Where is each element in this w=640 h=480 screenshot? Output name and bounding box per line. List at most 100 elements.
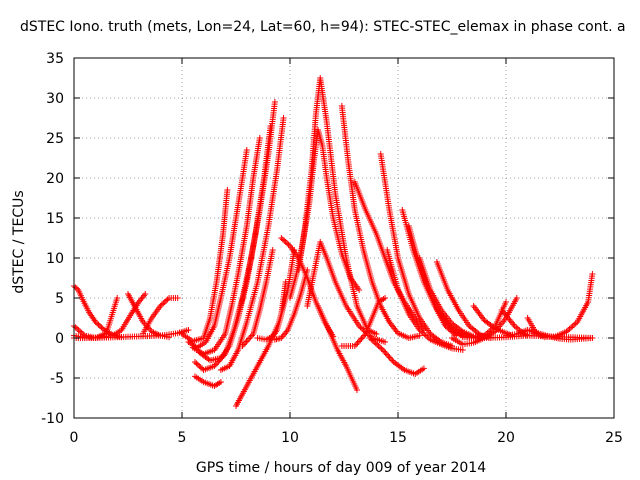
data-point [589, 271, 596, 277]
y-tick-label: 5 [55, 291, 64, 307]
data-point [160, 300, 167, 307]
data-point [281, 237, 288, 244]
series-5 [140, 295, 181, 337]
series-23 [315, 303, 360, 393]
data-point [386, 354, 393, 361]
series-15 [239, 247, 276, 349]
series-6 [71, 327, 192, 341]
series-39 [503, 327, 596, 343]
data-point [271, 99, 278, 105]
data-point [282, 279, 289, 285]
data-point [372, 340, 379, 347]
grid-lines [74, 58, 614, 418]
series-25 [351, 179, 427, 333]
series-13 [217, 115, 287, 373]
y-tick-label: 25 [46, 131, 64, 147]
data-point [157, 303, 164, 309]
data-point [513, 295, 520, 301]
data-point [378, 345, 385, 352]
data-point [356, 323, 363, 329]
data-point [418, 328, 425, 335]
data-point [78, 329, 85, 336]
data-point [74, 325, 81, 332]
data-point [285, 241, 292, 248]
y-tick-label: 20 [46, 171, 64, 187]
data-point [197, 364, 204, 371]
x-tick-label: 10 [281, 430, 299, 446]
data-point [244, 337, 251, 343]
data-point [72, 284, 79, 291]
data-point [284, 240, 291, 247]
data-point [379, 347, 386, 353]
data-point [374, 341, 381, 348]
data-point [371, 339, 378, 345]
y-tick-label: 15 [46, 211, 64, 227]
data-point [366, 335, 373, 341]
data-point [95, 321, 102, 328]
data-point [368, 336, 375, 343]
data-point [243, 147, 250, 153]
data-point [566, 325, 573, 332]
series-26 [377, 151, 455, 349]
axis-ticks: 0 5 10 15 20 25 -10 -5 0 5 10 15 20 25 30 35 [41, 51, 623, 446]
y-tick-label: 30 [46, 91, 64, 107]
x-tick-label: 0 [70, 430, 79, 446]
data-point [243, 338, 250, 345]
data-point [358, 335, 365, 342]
data-point [357, 324, 364, 331]
data-point [416, 332, 423, 339]
data-point [355, 338, 362, 345]
data-point [503, 299, 509, 305]
series-7 [179, 187, 231, 345]
y-tick-label: -10 [41, 411, 64, 427]
data-point [246, 335, 253, 342]
series-20 [295, 75, 380, 337]
data-point [280, 115, 287, 121]
y-axis-label: dSTEC / TECUs [11, 190, 27, 293]
data-point [571, 321, 578, 328]
y-tick-label: 10 [46, 251, 64, 267]
data-point [199, 365, 206, 372]
series-9 [189, 135, 263, 357]
chart-title: dSTEC Iono. truth (mets, Lon=24, Lat=60,… [20, 19, 626, 35]
data-point [382, 350, 389, 356]
data-point [247, 334, 254, 340]
data-point [185, 327, 192, 333]
data-point [354, 340, 361, 346]
plot-frame [73, 57, 615, 419]
series-8 [185, 147, 250, 351]
data-point [387, 356, 394, 362]
y-tick-label: -5 [50, 371, 64, 387]
data-point [158, 301, 165, 308]
data-point [73, 285, 80, 292]
data-point [75, 327, 82, 334]
data-point [382, 339, 389, 345]
data-point [269, 247, 276, 253]
data-point [382, 295, 389, 301]
data-point [353, 341, 360, 348]
data-point [278, 235, 285, 241]
data-point [96, 323, 103, 329]
data-point [356, 287, 363, 293]
data-point [389, 357, 396, 364]
data-point [161, 299, 168, 305]
data-point [369, 337, 376, 344]
x-tick-label: 25 [605, 430, 623, 446]
data-point [279, 236, 286, 243]
series-17 [271, 267, 311, 343]
x-tick-label: 15 [389, 430, 407, 446]
data-point [224, 187, 231, 193]
data-point [377, 344, 383, 351]
series-28 [366, 335, 427, 377]
data-point [282, 239, 289, 245]
data-point [193, 360, 200, 367]
data-point [164, 296, 171, 303]
data-point [142, 291, 149, 297]
data-point [589, 335, 596, 341]
data-point [94, 320, 101, 327]
data-point [256, 135, 263, 141]
series-27 [384, 247, 466, 353]
data-point [194, 361, 201, 368]
data-points [71, 75, 596, 409]
